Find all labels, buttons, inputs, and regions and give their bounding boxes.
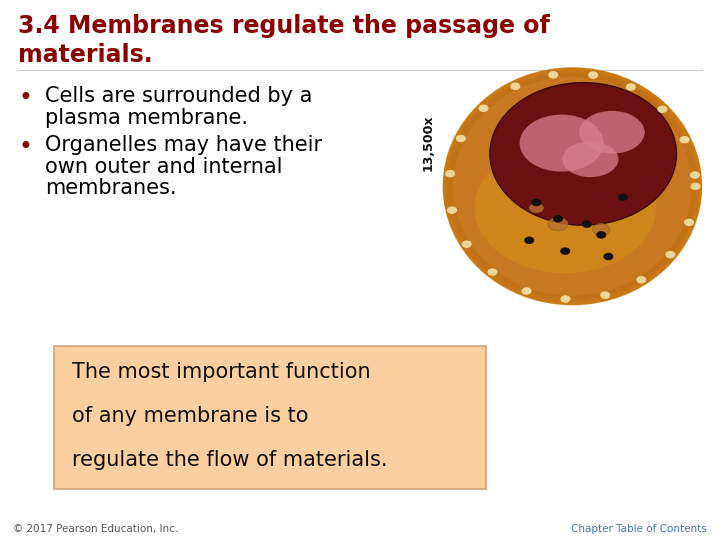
Ellipse shape — [443, 68, 702, 305]
Text: plasma membrane.: plasma membrane. — [45, 108, 248, 128]
Text: The most important function: The most important function — [72, 362, 371, 382]
Text: materials.: materials. — [18, 43, 153, 67]
Circle shape — [618, 193, 628, 201]
Text: •: • — [18, 135, 32, 159]
Circle shape — [582, 220, 592, 228]
Circle shape — [626, 83, 636, 91]
Circle shape — [553, 215, 563, 222]
Circle shape — [510, 83, 521, 90]
Text: 13,500x: 13,500x — [422, 115, 435, 171]
Circle shape — [690, 171, 700, 179]
Circle shape — [636, 276, 647, 284]
Text: © 2017 Pearson Education, Inc.: © 2017 Pearson Education, Inc. — [13, 523, 179, 534]
Ellipse shape — [580, 111, 644, 154]
Circle shape — [665, 251, 675, 259]
Circle shape — [456, 134, 466, 142]
Circle shape — [524, 237, 534, 244]
Ellipse shape — [593, 224, 610, 235]
Circle shape — [684, 219, 694, 226]
Circle shape — [447, 206, 457, 214]
Ellipse shape — [490, 83, 677, 225]
FancyBboxPatch shape — [54, 346, 486, 489]
Circle shape — [680, 136, 690, 144]
Circle shape — [521, 287, 531, 295]
Circle shape — [445, 170, 455, 177]
Circle shape — [462, 240, 472, 248]
Text: Cells are surrounded by a: Cells are surrounded by a — [45, 86, 312, 106]
Ellipse shape — [520, 114, 603, 172]
Circle shape — [531, 199, 541, 206]
Text: 3.4 Membranes regulate the passage of: 3.4 Membranes regulate the passage of — [18, 14, 550, 37]
Circle shape — [487, 268, 498, 276]
Ellipse shape — [529, 203, 544, 213]
Circle shape — [560, 295, 570, 303]
Text: Organelles may have their: Organelles may have their — [45, 135, 323, 155]
Circle shape — [603, 253, 613, 260]
Text: membranes.: membranes. — [45, 178, 177, 198]
Text: of any membrane is to: of any membrane is to — [72, 406, 308, 426]
Circle shape — [600, 291, 610, 299]
Ellipse shape — [562, 141, 618, 177]
Circle shape — [548, 71, 558, 79]
Circle shape — [596, 231, 606, 239]
Text: •: • — [18, 86, 32, 110]
Circle shape — [560, 247, 570, 255]
Ellipse shape — [548, 217, 568, 231]
Ellipse shape — [474, 143, 656, 273]
Text: Chapter Table of Contents: Chapter Table of Contents — [571, 523, 707, 534]
Text: regulate the flow of materials.: regulate the flow of materials. — [72, 450, 387, 470]
Circle shape — [690, 183, 701, 190]
Circle shape — [588, 71, 598, 79]
Circle shape — [478, 104, 488, 112]
Circle shape — [657, 105, 667, 113]
Text: own outer and internal: own outer and internal — [45, 157, 283, 177]
